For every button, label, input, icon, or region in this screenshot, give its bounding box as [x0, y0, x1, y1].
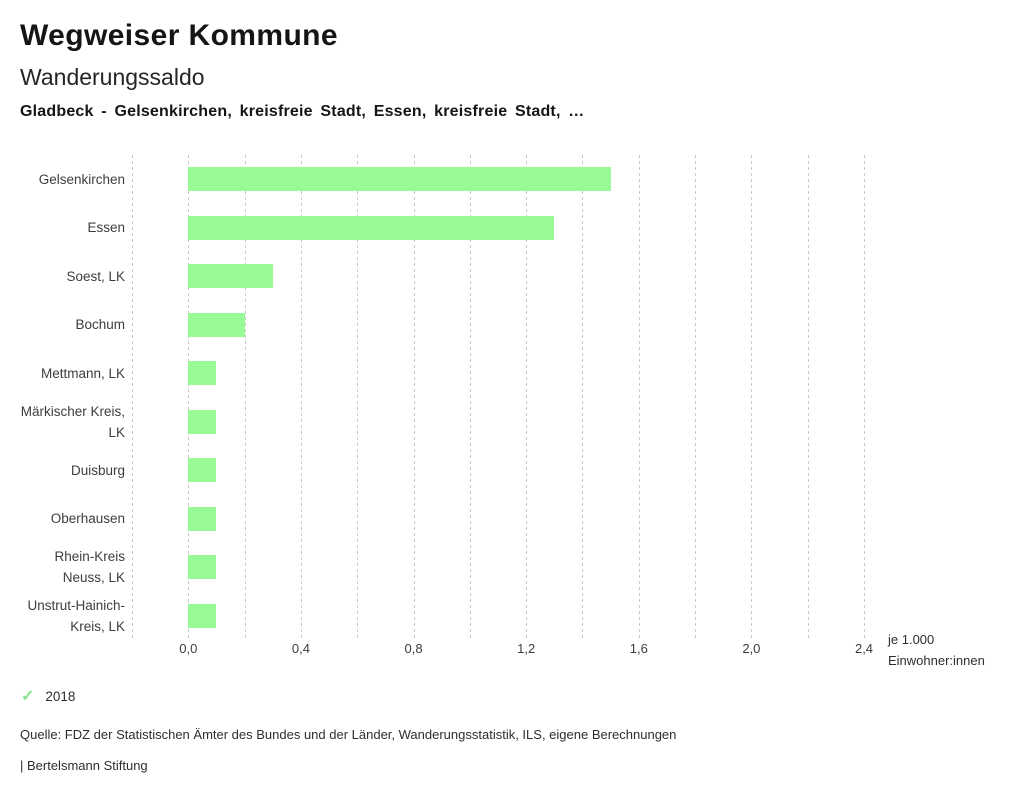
y-label-row: Soest, LK — [17, 252, 125, 301]
category-label-essen: Essen — [87, 220, 125, 236]
bar-row — [132, 204, 864, 253]
y-label-row: Essen — [17, 204, 125, 253]
gridline — [188, 155, 190, 640]
y-label-row: Märkischer Kreis, LK — [17, 398, 125, 447]
gridline — [244, 155, 246, 640]
category-label-bochum: Bochum — [75, 317, 125, 333]
bar-soest-lk[interactable] — [188, 264, 273, 289]
y-axis-labels: Gelsenkirchen Essen Soest, LK Bochum Mettman… — [0, 155, 125, 640]
bar-row — [132, 543, 864, 592]
bar-rhein-kreis-neuss-lk[interactable] — [188, 555, 217, 580]
comparison-line: Gladbeck - Gelsenkirchen, kreisfreie Sta… — [20, 103, 585, 120]
y-label-row: Oberhausen — [17, 495, 125, 544]
gridline — [864, 155, 865, 640]
bar-row — [132, 301, 864, 350]
bar-oberhausen[interactable] — [188, 506, 217, 531]
bar-unstrut-hainich-kreis-lk[interactable] — [188, 603, 217, 628]
chart-subtitle: Wanderungssaldo — [20, 64, 205, 90]
x-tick-1-2: 1,2 — [517, 641, 536, 656]
unit-label-line-2: Einwohner:innen — [888, 653, 985, 668]
gridline — [300, 155, 302, 640]
source-text: Quelle: FDZ der Statistischen Ämter des … — [20, 727, 677, 742]
gridline — [526, 155, 528, 640]
bar-row — [132, 495, 864, 544]
bar-essen[interactable] — [188, 215, 555, 240]
bar-bochum[interactable] — [188, 312, 245, 337]
checkmark-icon: ✓ — [21, 688, 35, 705]
x-tick-2-0: 2,0 — [742, 641, 761, 656]
category-label-mettmann-lk: Mettmann, LK — [40, 365, 125, 381]
plot-area — [132, 155, 865, 641]
y-label-row: Bochum — [17, 301, 125, 350]
gridline — [638, 155, 640, 640]
bar-gelsenkirchen[interactable] — [188, 167, 611, 192]
x-tick-2-4: 2,4 — [854, 641, 874, 656]
bar-row — [132, 252, 864, 301]
gridline — [695, 155, 697, 640]
category-label-oberhausen: Oberhausen — [50, 511, 125, 527]
legend-item-2018[interactable]: ✓ 2018 — [21, 686, 75, 706]
category-label-unstrut-hainich-kreis-lk: Unstrut-Hainich-Kreis, LK — [27, 597, 125, 634]
bar-row — [132, 398, 864, 447]
y-label-row: Mettmann, LK — [17, 349, 125, 398]
category-label-maerkischer-kreis-lk: Märkischer Kreis, LK — [20, 403, 125, 440]
page-title: Wegweiser Kommune — [20, 19, 338, 52]
x-tick-0-4: 0,4 — [291, 641, 310, 656]
y-label-row: Duisburg — [17, 446, 125, 495]
gridline — [132, 155, 133, 640]
y-label-row: Unstrut-Hainich-Kreis, LK — [17, 592, 125, 641]
gridline — [751, 155, 753, 640]
x-tick-1-6: 1,6 — [629, 641, 648, 656]
bar-row — [132, 446, 864, 495]
category-label-duisburg: Duisburg — [70, 462, 125, 478]
unit-label-line-1: je 1.000 — [888, 632, 935, 647]
x-axis-ticks: 0,0 0,4 0,8 1,2 1,6 2,0 2,4 — [132, 641, 873, 659]
bar-row — [132, 349, 864, 398]
category-label-soest-lk: Soest, LK — [66, 268, 125, 284]
gridline — [469, 155, 471, 640]
x-axis-unit-label: je 1.000 Einwohner:innen — [888, 629, 985, 671]
bar-duisburg[interactable] — [188, 458, 217, 483]
gridline — [357, 155, 359, 640]
y-label-row: Rhein-Kreis Neuss, LK — [17, 543, 125, 592]
gridline — [582, 155, 584, 640]
attribution-text: | Bertelsmann Stiftung — [20, 758, 148, 773]
category-label-rhein-kreis-neuss-lk: Rhein-Kreis Neuss, LK — [54, 549, 125, 586]
bar-maerkischer-kreis-lk[interactable] — [188, 409, 217, 434]
y-label-row: Gelsenkirchen — [17, 155, 125, 204]
legend-year-label: 2018 — [45, 688, 76, 704]
gridline — [807, 155, 809, 640]
category-label-gelsenkirchen: Gelsenkirchen — [38, 171, 125, 187]
x-tick-0-8: 0,8 — [404, 641, 423, 656]
gridline — [413, 155, 415, 640]
x-tick-0-0: 0,0 — [179, 641, 198, 656]
bar-row — [132, 592, 864, 641]
bar-row — [132, 155, 864, 204]
bar-mettmann-lk[interactable] — [188, 361, 217, 386]
